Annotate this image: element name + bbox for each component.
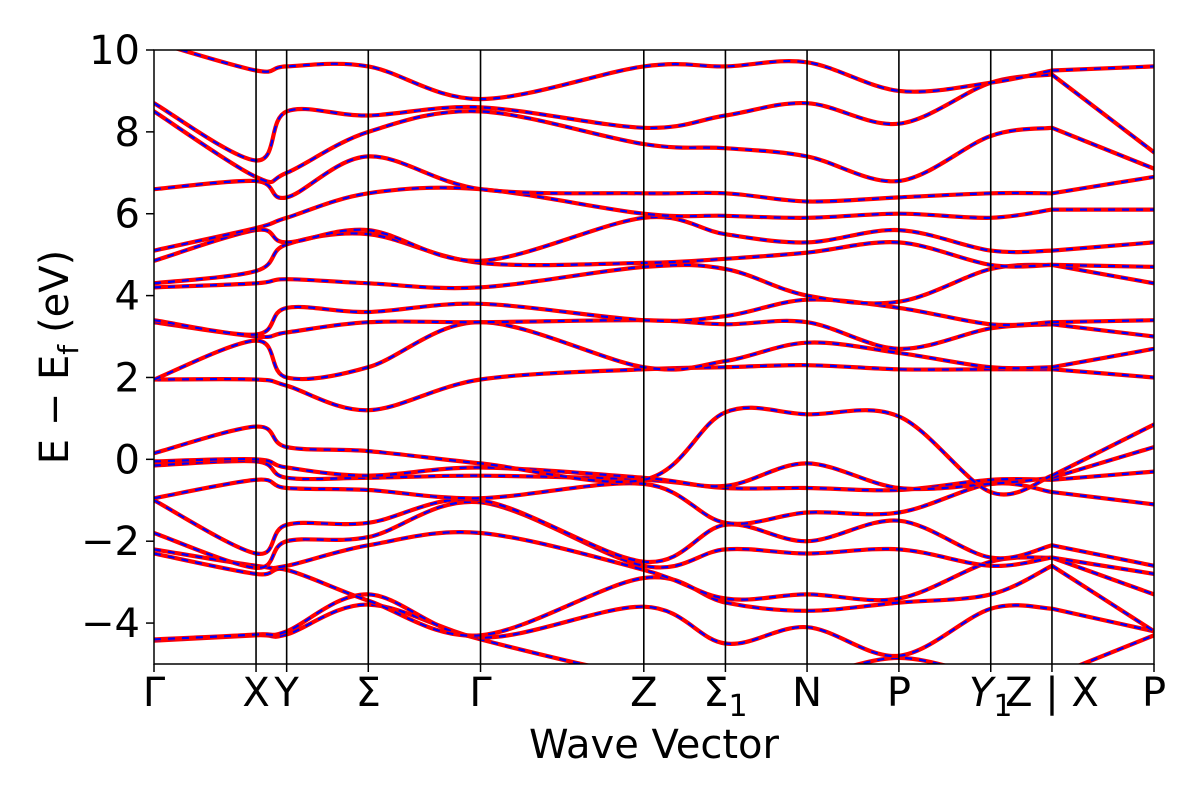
band-line-red <box>154 154 1055 204</box>
band-line-blue <box>154 364 1052 412</box>
band-line-blue <box>1051 423 1154 477</box>
y-axis: −4 −2 0 2 4 6 8 10 <box>81 28 154 647</box>
band-line-blue <box>1051 446 1154 479</box>
plot-frame <box>153 49 1155 665</box>
x-axis: Γ X Y Σ Γ Z Σ1 N P Y1Z | X P <box>143 664 1166 724</box>
x-tick-label: Σ1 <box>703 670 747 724</box>
band-line-red <box>154 214 1055 263</box>
band-line-red <box>1049 346 1154 370</box>
band-line-blue <box>154 406 1053 496</box>
high-symmetry-lines <box>255 50 1053 664</box>
band-line-blue <box>1051 556 1154 596</box>
band-line-blue <box>1051 126 1154 170</box>
x-tick-label: P <box>887 670 911 716</box>
y-axis-title-sub: f <box>52 344 85 355</box>
band-line-red <box>154 363 1055 413</box>
x-tick-label: Σ <box>356 670 381 716</box>
band-line-red <box>1049 367 1154 380</box>
x-tick-label: Γ <box>469 670 492 716</box>
y-axis-title: E − Ef (eV) <box>32 250 85 465</box>
y-axis-title-main: E − E <box>32 355 78 465</box>
band-line-red <box>154 297 1055 337</box>
band-line-blue <box>154 603 944 664</box>
band-line-blue <box>177 50 1053 101</box>
band-line-blue <box>154 531 1053 602</box>
x-tick-label: P <box>1142 670 1166 716</box>
band-line-red <box>154 602 948 664</box>
band-line-red <box>1049 606 1154 634</box>
y-tick-label: 6 <box>115 192 140 238</box>
y-tick-label: −2 <box>81 519 140 565</box>
band-line-blue <box>1051 564 1154 633</box>
band-line-red <box>1049 240 1154 253</box>
band-line-blue <box>154 593 1053 657</box>
band-line-red <box>154 318 1055 351</box>
band-line-blue <box>154 215 1053 262</box>
bands-layer <box>154 50 1154 664</box>
x-tick-label: N <box>792 670 822 716</box>
y-tick-label: 8 <box>115 110 140 156</box>
band-line-blue <box>154 298 1053 336</box>
band-line-blue <box>154 319 1053 350</box>
x-tick-label: Z <box>630 670 657 716</box>
band-line-red <box>1049 262 1154 269</box>
y-tick-label: 4 <box>115 274 140 320</box>
band-line-blue <box>154 155 1053 203</box>
band-line-red <box>154 72 1055 163</box>
band-line-blue <box>154 186 1053 252</box>
band-line-blue <box>154 232 1053 285</box>
band-line-red <box>1049 555 1154 576</box>
band-line-blue <box>154 498 1053 563</box>
band-line-blue <box>154 478 1053 525</box>
y-tick-label: 10 <box>89 28 140 74</box>
y-axis-title-unit: (eV) <box>32 250 78 333</box>
x-tick-label: Y <box>273 670 299 716</box>
band-line-blue <box>1079 634 1154 664</box>
y-tick-label: 2 <box>115 355 140 401</box>
band-line-red <box>1049 318 1154 325</box>
band-line-red <box>1049 174 1154 196</box>
x-tick-label: Z | X <box>1005 670 1099 716</box>
band-line-red <box>1049 543 1154 568</box>
band-line-blue <box>154 263 1053 305</box>
band-line-red <box>1049 469 1154 482</box>
band-line-blue <box>154 321 1053 381</box>
band-line-red <box>1049 490 1154 507</box>
band-line-red <box>1049 322 1154 339</box>
band-line-red <box>154 592 1055 658</box>
band-line-red <box>154 477 1055 526</box>
x-tick-label: Γ <box>143 670 166 716</box>
x-tick-label: Y1 <box>969 670 1013 724</box>
x-axis-title: Wave Vector <box>529 722 780 768</box>
band-line-red <box>1049 64 1154 73</box>
band-line-blue <box>1051 73 1154 154</box>
y-tick-label: 0 <box>115 437 140 483</box>
y-tick-label: −4 <box>81 601 140 647</box>
x-tick-label: X <box>242 670 269 716</box>
band-line-blue <box>154 110 1053 184</box>
band-line-blue <box>154 73 1053 162</box>
band-line-blue <box>154 457 1053 491</box>
